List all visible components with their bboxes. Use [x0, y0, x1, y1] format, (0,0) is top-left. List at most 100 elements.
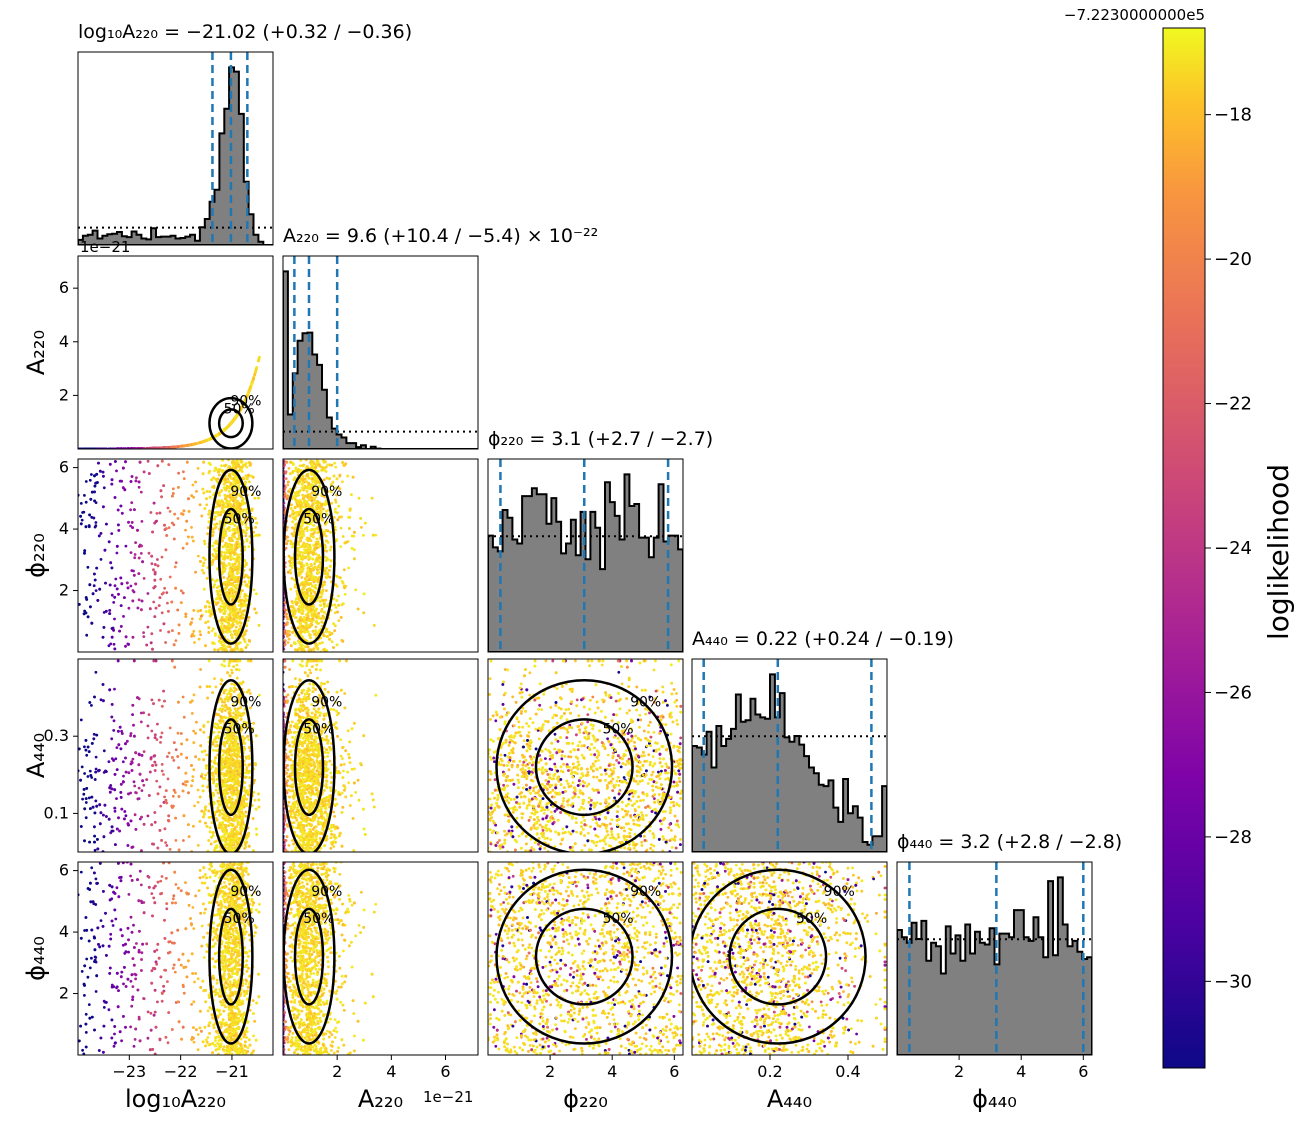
sample-point — [142, 470, 146, 474]
sample-point — [192, 609, 196, 612]
sample-point — [241, 463, 245, 467]
sample-point — [220, 510, 223, 514]
sample-point — [117, 523, 120, 527]
sample-point — [129, 584, 133, 588]
sample-point — [92, 584, 96, 588]
sample-point — [227, 526, 231, 529]
sample-point — [107, 644, 111, 648]
sample-point — [221, 459, 224, 462]
sample-point — [133, 556, 137, 560]
sample-point — [246, 643, 249, 647]
sample-point — [190, 494, 194, 497]
sample-point — [202, 587, 206, 591]
sample-point — [156, 558, 159, 561]
sample-point — [94, 589, 98, 592]
sample-point — [222, 648, 226, 652]
sample-point — [257, 357, 261, 360]
sample-point — [229, 503, 232, 507]
sample-point — [101, 470, 105, 474]
sample-point — [244, 646, 248, 649]
sample-point — [226, 606, 230, 610]
sample-point — [154, 606, 158, 610]
sample-point — [184, 615, 188, 618]
sample-point — [153, 585, 157, 588]
sample-point — [231, 550, 234, 554]
sample-point — [170, 445, 174, 449]
sample-point — [155, 512, 159, 515]
sample-point — [102, 626, 106, 629]
sample-point — [123, 488, 127, 492]
sample-point — [235, 537, 239, 541]
sample-point — [182, 470, 185, 474]
sample-point — [146, 459, 150, 463]
sample-point — [205, 503, 209, 507]
sample-point — [227, 528, 231, 532]
sample-point — [134, 479, 138, 483]
sample-point — [174, 561, 178, 565]
sample-point — [189, 622, 192, 626]
sample-point — [218, 432, 222, 435]
sample-point — [246, 392, 250, 396]
panel-frame — [282, 255, 479, 450]
sample-point — [226, 520, 230, 524]
sample-point — [228, 496, 232, 499]
sample-point — [165, 534, 169, 537]
sample-point — [176, 517, 180, 520]
contour-90% — [208, 396, 254, 449]
sample-point — [116, 508, 120, 512]
sample-point — [232, 584, 236, 588]
sample-point — [162, 484, 166, 487]
sample-point — [219, 605, 223, 608]
sample-point — [146, 592, 150, 595]
sample-point — [176, 445, 180, 448]
sample-point — [211, 485, 215, 489]
sample-point — [115, 551, 119, 555]
sample-point — [159, 629, 162, 632]
sample-point — [110, 482, 114, 486]
sample-point — [245, 624, 249, 628]
sample-point — [243, 559, 247, 563]
sample-point — [187, 497, 190, 501]
sample-point — [131, 599, 135, 603]
sample-point — [79, 502, 83, 505]
sample-point — [231, 522, 234, 525]
sample-point — [226, 543, 230, 546]
sample-point — [227, 459, 230, 462]
sample-point — [238, 487, 242, 491]
sample-point — [225, 630, 229, 634]
sample-point — [222, 618, 226, 622]
sample-point — [232, 617, 236, 621]
sample-point — [217, 500, 221, 504]
sample-point — [221, 602, 225, 605]
sample-point — [115, 469, 118, 473]
sample-point — [187, 443, 191, 447]
sample-point — [113, 496, 117, 499]
sample-point — [150, 632, 154, 636]
sample-point — [132, 573, 136, 577]
sample-point — [201, 564, 205, 567]
sample-point — [230, 498, 233, 501]
sample-point — [210, 563, 214, 566]
sample-point — [160, 459, 164, 463]
sample-point — [238, 409, 242, 413]
sample-point — [222, 486, 226, 490]
sample-point — [168, 575, 172, 579]
sample-point — [220, 551, 224, 554]
sample-point — [103, 548, 107, 552]
sample-point — [140, 544, 143, 548]
sample-point — [245, 465, 249, 469]
panel-frame — [77, 51, 274, 246]
sample-point — [83, 494, 86, 497]
sample-point — [235, 586, 238, 590]
sample-point — [224, 494, 228, 498]
sample-point — [208, 437, 212, 441]
sample-point — [137, 485, 141, 489]
sample-point — [252, 376, 256, 380]
sample-point — [158, 511, 162, 515]
sample-point — [194, 480, 198, 484]
sample-point — [236, 578, 240, 582]
sample-point — [233, 532, 236, 536]
sample-point — [232, 480, 236, 483]
sample-point — [216, 513, 220, 517]
sample-point — [212, 585, 216, 589]
